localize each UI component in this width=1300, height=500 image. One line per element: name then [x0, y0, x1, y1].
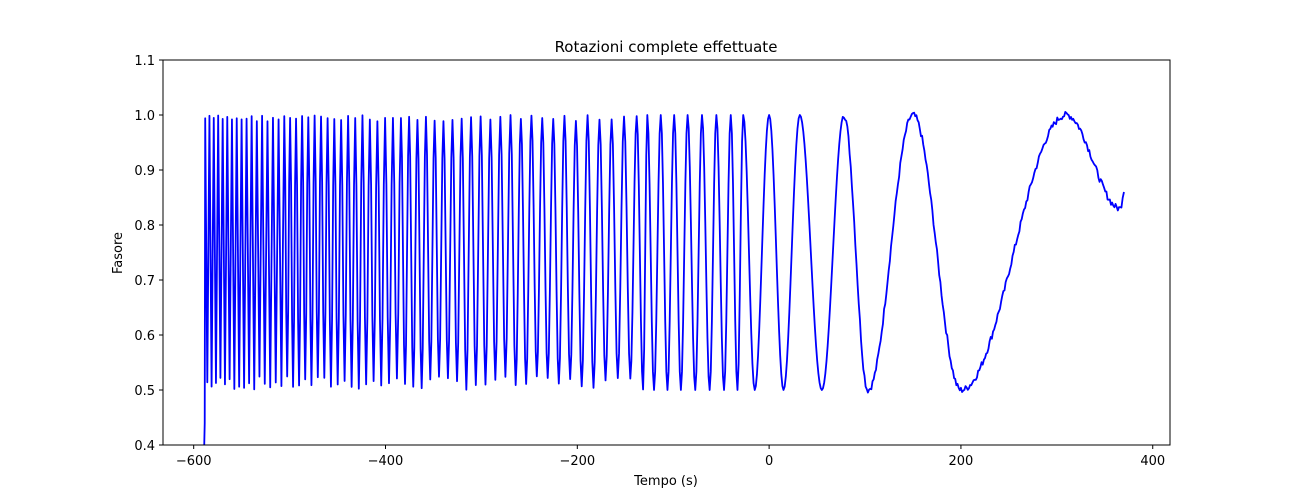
y-tick-label: 0.8	[134, 219, 155, 234]
y-axis: 0.4 0.5 0.6 0.7 0.8 0.9 1.0 1.1	[134, 54, 163, 454]
plot-frame	[162, 59, 1171, 446]
y-axis-label: Fasore	[111, 232, 126, 274]
x-tick-label: −400	[368, 454, 404, 469]
y-tick-label: 0.6	[134, 329, 155, 344]
x-tick-label: −600	[176, 454, 212, 469]
x-tick-label: 200	[949, 454, 974, 469]
series-line	[203, 111, 1125, 446]
y-tick-label: 1.1	[134, 54, 155, 69]
chart-title: Rotazioni complete effettuate	[555, 38, 778, 56]
x-tick-label: −200	[559, 454, 595, 469]
x-axis-label: Tempo (s)	[633, 474, 698, 489]
y-tick-label: 0.5	[134, 384, 155, 399]
y-tick-label: 1.0	[134, 109, 155, 124]
y-tick-label: 0.7	[134, 274, 155, 289]
x-axis: −600 −400 −200 0 200 400	[176, 445, 1165, 469]
x-tick-label: 0	[765, 454, 773, 469]
y-tick-label: 0.9	[134, 164, 155, 179]
y-tick-label: 0.4	[134, 439, 155, 454]
x-tick-label: 400	[1140, 454, 1165, 469]
series-layer	[203, 111, 1125, 446]
